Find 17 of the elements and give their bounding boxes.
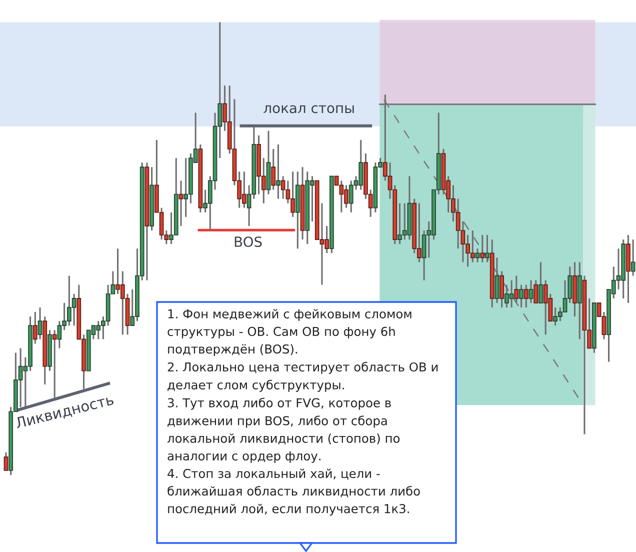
candlestick — [524, 284, 528, 308]
candlestick — [494, 256, 500, 304]
candlestick — [475, 248, 480, 263]
candlestick — [271, 148, 276, 190]
candlestick — [538, 261, 543, 304]
annotation: BOS — [234, 236, 262, 248]
annotation: локал стопы — [264, 105, 354, 114]
candlestick — [276, 144, 280, 200]
candlestick — [52, 329, 57, 399]
text: 1. Фон медвежий с фейковым сломом структуры - ОВ. Сам ОВ по фону 6h подтверждён (BOS). 2. Локально цена тестирует область ОВ и делает слом субструктуры. 3. Тут вход либо от FVG, которое в движении при BOS, либо от сбора локальной ликвидности (стопов) по аналогии с ордер флоу. 4. Стоп за локальный хай, цели - ближайшая область ликвидности либо последний лой, если получается 1к3. — [167, 309, 438, 516]
candlestick — [534, 280, 538, 304]
candlestick — [480, 234, 485, 263]
candlestick — [630, 238, 636, 277]
candlestick — [38, 306, 42, 340]
candlestick — [4, 452, 8, 472]
candlestick — [528, 280, 534, 304]
candlestick — [32, 311, 38, 344]
